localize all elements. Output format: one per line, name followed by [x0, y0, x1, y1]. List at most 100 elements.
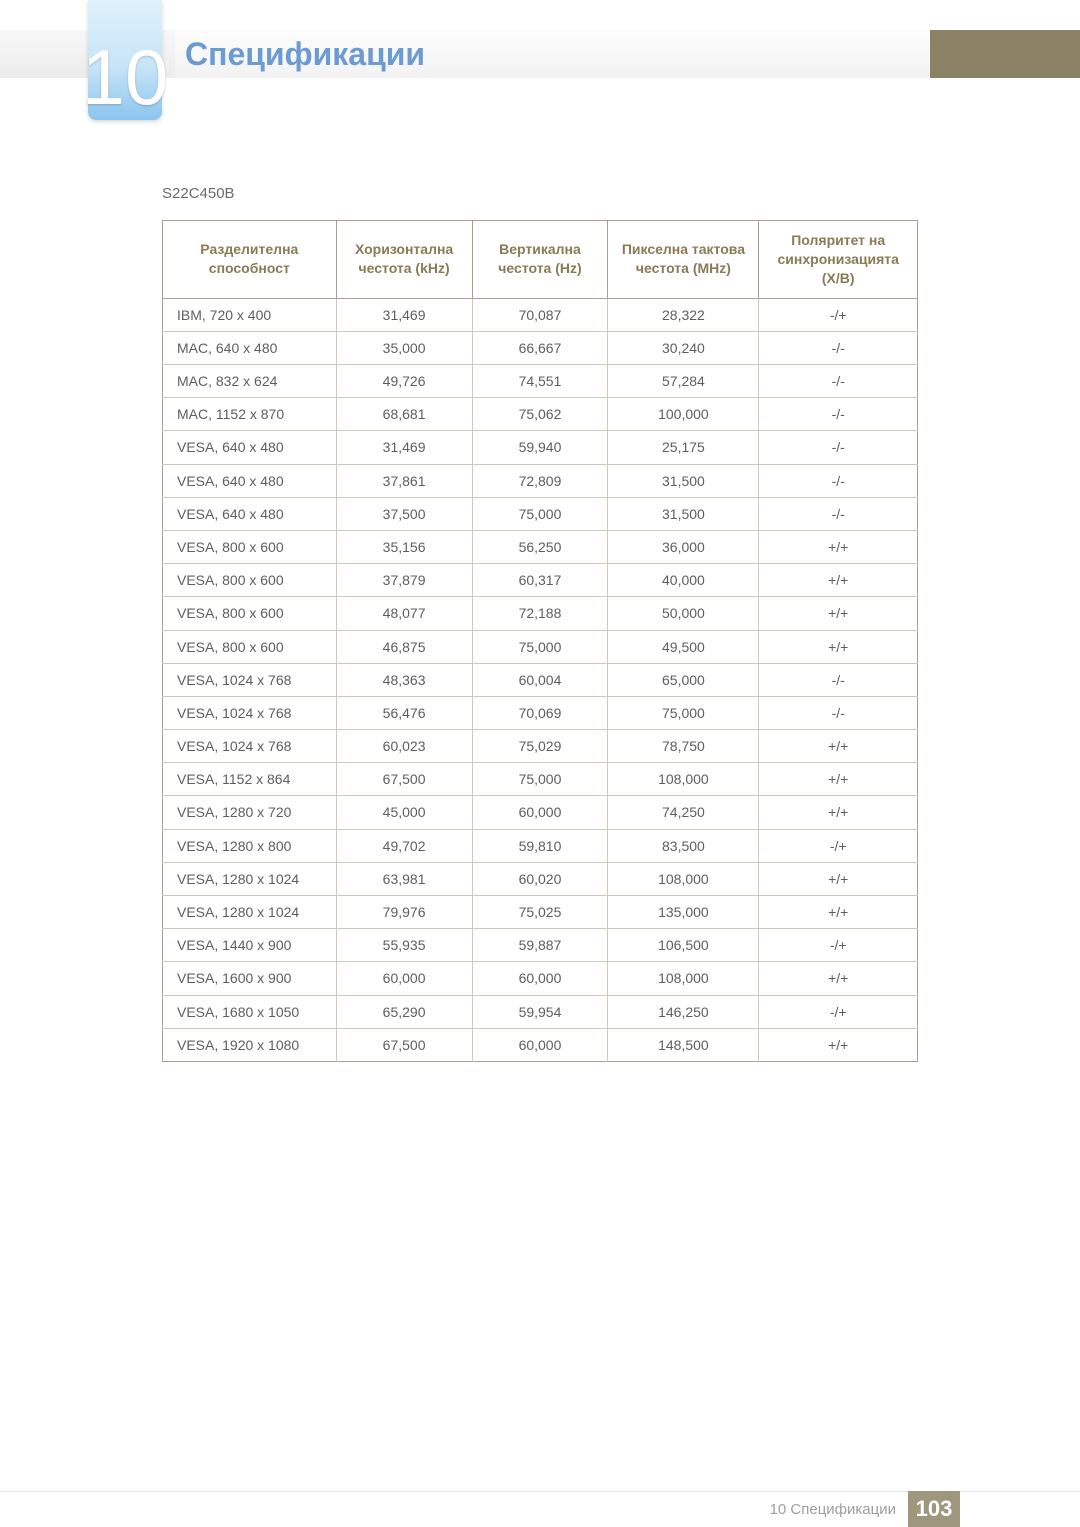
table-row: VESA, 1280 x 80049,70259,81083,500-/+ [163, 829, 918, 862]
table-row: VESA, 640 x 48031,46959,94025,175-/- [163, 431, 918, 464]
spec-cell: 31,469 [336, 431, 472, 464]
table-row: MAC, 832 x 62449,72674,55157,284-/- [163, 365, 918, 398]
spec-cell: 74,250 [608, 796, 759, 829]
spec-cell: +/+ [759, 730, 918, 763]
spec-cell: 37,879 [336, 564, 472, 597]
spec-cell: 78,750 [608, 730, 759, 763]
spec-cell: 83,500 [608, 829, 759, 862]
spec-cell: VESA, 1920 x 1080 [163, 1028, 337, 1061]
spec-cell: -/+ [759, 929, 918, 962]
table-row: VESA, 1280 x 102463,98160,020108,000+/+ [163, 862, 918, 895]
spec-cell: VESA, 800 x 600 [163, 630, 337, 663]
spec-cell: 56,476 [336, 696, 472, 729]
spec-cell: 50,000 [608, 597, 759, 630]
table-row: VESA, 800 x 60037,87960,31740,000+/+ [163, 564, 918, 597]
spec-header-cell: Пикселна тактова честота (MHz) [608, 221, 759, 299]
chapter-tab: 10 [88, 0, 162, 120]
spec-cell: 70,069 [472, 696, 608, 729]
footer-spacer [960, 1491, 1080, 1527]
spec-cell: VESA, 800 x 600 [163, 597, 337, 630]
table-row: MAC, 1152 x 87068,68175,062100,000-/- [163, 398, 918, 431]
spec-cell: 55,935 [336, 929, 472, 962]
table-row: VESA, 640 x 48037,86172,80931,500-/- [163, 464, 918, 497]
spec-cell: +/+ [759, 896, 918, 929]
spec-cell: +/+ [759, 796, 918, 829]
spec-cell: MAC, 640 x 480 [163, 331, 337, 364]
spec-cell: 60,000 [472, 796, 608, 829]
spec-cell: 60,000 [472, 962, 608, 995]
footer-page-number: 103 [908, 1491, 960, 1527]
spec-cell: VESA, 1600 x 900 [163, 962, 337, 995]
spec-cell: 59,940 [472, 431, 608, 464]
content-area: S22C450B Разделителна способностХоризонт… [162, 185, 918, 1062]
spec-cell: 75,025 [472, 896, 608, 929]
spec-cell: VESA, 640 x 480 [163, 497, 337, 530]
spec-table: Разделителна способностХоризонтална чест… [162, 220, 918, 1062]
spec-cell: MAC, 1152 x 870 [163, 398, 337, 431]
table-row: VESA, 1920 x 108067,50060,000148,500+/+ [163, 1028, 918, 1061]
table-row: VESA, 1440 x 90055,93559,887106,500-/+ [163, 929, 918, 962]
spec-cell: 63,981 [336, 862, 472, 895]
spec-cell: -/- [759, 365, 918, 398]
spec-header-row: Разделителна способностХоризонтална чест… [163, 221, 918, 299]
table-row: VESA, 800 x 60048,07772,18850,000+/+ [163, 597, 918, 630]
spec-cell: VESA, 1440 x 900 [163, 929, 337, 962]
spec-cell: 108,000 [608, 962, 759, 995]
spec-cell: 60,023 [336, 730, 472, 763]
spec-cell: 36,000 [608, 530, 759, 563]
spec-cell: VESA, 1280 x 800 [163, 829, 337, 862]
spec-cell: VESA, 800 x 600 [163, 530, 337, 563]
spec-cell: 79,976 [336, 896, 472, 929]
spec-cell: VESA, 1280 x 1024 [163, 896, 337, 929]
spec-cell: 135,000 [608, 896, 759, 929]
spec-thead: Разделителна способностХоризонтална чест… [163, 221, 918, 299]
spec-cell: 75,000 [472, 630, 608, 663]
spec-cell: 74,551 [472, 365, 608, 398]
spec-cell: 67,500 [336, 763, 472, 796]
spec-cell: 37,500 [336, 497, 472, 530]
spec-cell: 59,810 [472, 829, 608, 862]
spec-cell: -/+ [759, 995, 918, 1028]
spec-cell: 68,681 [336, 398, 472, 431]
spec-cell: 75,000 [472, 497, 608, 530]
spec-cell: 72,188 [472, 597, 608, 630]
spec-cell: -/- [759, 464, 918, 497]
table-row: VESA, 1152 x 86467,50075,000108,000+/+ [163, 763, 918, 796]
page: Спецификации 10 S22C450B Разделителна сп… [0, 0, 1080, 1527]
spec-cell: 31,500 [608, 497, 759, 530]
spec-cell: VESA, 1024 x 768 [163, 730, 337, 763]
table-row: VESA, 800 x 60046,87575,00049,500+/+ [163, 630, 918, 663]
spec-cell: VESA, 640 x 480 [163, 431, 337, 464]
spec-cell: IBM, 720 x 400 [163, 298, 337, 331]
table-row: VESA, 640 x 48037,50075,00031,500-/- [163, 497, 918, 530]
spec-cell: 67,500 [336, 1028, 472, 1061]
spec-cell: 31,500 [608, 464, 759, 497]
spec-cell: 37,861 [336, 464, 472, 497]
spec-cell: 59,954 [472, 995, 608, 1028]
spec-cell: VESA, 800 x 600 [163, 564, 337, 597]
spec-cell: +/+ [759, 962, 918, 995]
spec-header-cell: Разделителна способност [163, 221, 337, 299]
spec-cell: -/+ [759, 829, 918, 862]
spec-cell: +/+ [759, 1028, 918, 1061]
spec-cell: 65,000 [608, 663, 759, 696]
table-row: MAC, 640 x 48035,00066,66730,240-/- [163, 331, 918, 364]
spec-cell: VESA, 1024 x 768 [163, 663, 337, 696]
spec-cell: -/- [759, 398, 918, 431]
spec-cell: 108,000 [608, 763, 759, 796]
table-row: VESA, 1280 x 72045,00060,00074,250+/+ [163, 796, 918, 829]
spec-cell: +/+ [759, 763, 918, 796]
spec-cell: 148,500 [608, 1028, 759, 1061]
footer-text: 10 Спецификации [0, 1491, 908, 1527]
spec-cell: +/+ [759, 564, 918, 597]
spec-cell: VESA, 1024 x 768 [163, 696, 337, 729]
page-footer: 10 Спецификации 103 [0, 1491, 1080, 1527]
spec-cell: 146,250 [608, 995, 759, 1028]
spec-cell: -/+ [759, 298, 918, 331]
spec-cell: 60,317 [472, 564, 608, 597]
spec-cell: 65,290 [336, 995, 472, 1028]
spec-cell: 75,000 [472, 763, 608, 796]
spec-cell: -/- [759, 696, 918, 729]
spec-cell: MAC, 832 x 624 [163, 365, 337, 398]
spec-cell: -/- [759, 663, 918, 696]
